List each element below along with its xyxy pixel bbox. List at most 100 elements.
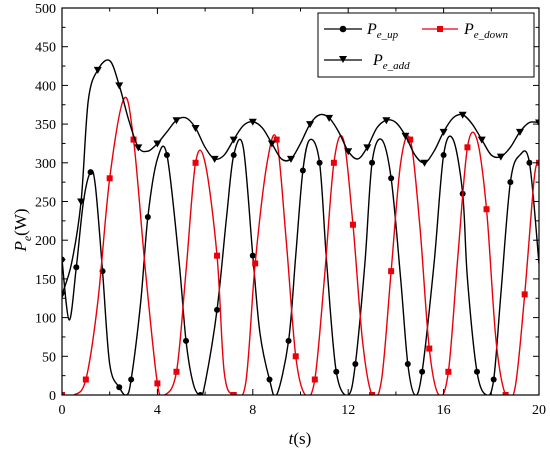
legend-marker-up	[339, 25, 347, 33]
data-point-P_e_down-4	[106, 175, 113, 182]
x-tick-label-12: 12	[341, 403, 355, 418]
data-point-P_e_down-32	[388, 268, 395, 275]
data-point-P_e_add-0	[62, 291, 66, 299]
y-axis-title-unit: (W)	[11, 208, 30, 235]
x-axis-title-var: t	[289, 429, 295, 448]
legend-entry-up: Pe_up	[324, 21, 399, 41]
data-point-P_e_down-8	[154, 380, 161, 387]
data-point-P_e_down-38	[445, 368, 452, 375]
legend: Pe_up Pe_down Pe_add	[317, 12, 535, 78]
data-point-P_e_up-28	[285, 337, 292, 344]
y-tick-label-150: 150	[35, 273, 56, 288]
y-axis-title-sub: e	[20, 235, 34, 241]
data-point-P_e_add-4	[93, 66, 102, 74]
data-point-P_e_down-40	[464, 144, 471, 151]
data-point-P_e_add-30	[344, 148, 353, 156]
data-point-P_e_down-12	[192, 159, 199, 166]
legend-entry-add: Pe_add	[324, 52, 410, 72]
data-point-P_e_up-36	[352, 361, 359, 368]
data-point-P_e_up-14	[163, 152, 170, 159]
legend-marker-add	[339, 56, 347, 63]
data-point-P_e_up-34	[333, 368, 340, 375]
data-point-P_e_up-18	[197, 392, 204, 395]
legend-marker-down	[437, 26, 443, 32]
y-axis-title-var: P	[11, 241, 30, 252]
data-point-P_e_up-16	[183, 337, 190, 344]
data-point-P_e_up-56	[526, 159, 533, 166]
data-point-P_e_add-46	[496, 153, 505, 161]
x-axis-title: t(s)	[289, 429, 312, 448]
data-point-P_e_down-34	[407, 136, 414, 143]
data-point-P_e_down-2	[82, 376, 89, 383]
data-point-P_e_down-18	[252, 260, 259, 267]
data-point-P_e_add-50	[535, 119, 539, 127]
data-point-P_e_up-26	[266, 376, 273, 383]
y-tick-label-50: 50	[42, 350, 56, 365]
data-point-P_e_up-30	[299, 167, 306, 174]
data-point-P_e_up-8	[116, 384, 123, 391]
data-point-P_e_up-44	[419, 368, 426, 375]
legend-label-down-sub: e_down	[474, 29, 509, 41]
data-point-P_e_add-42	[458, 111, 467, 119]
data-point-P_e_add-32	[363, 144, 372, 152]
data-point-P_e_down-46	[521, 291, 528, 298]
data-point-P_e_add-36	[401, 132, 410, 140]
legend-label-add-sub: e_add	[383, 60, 410, 72]
data-point-P_e_down-42	[483, 206, 490, 213]
x-tick-label-16: 16	[437, 403, 451, 418]
data-point-P_e_down-22	[292, 353, 299, 360]
data-point-P_e_up-52	[490, 376, 497, 383]
legend-box	[317, 12, 535, 78]
data-point-P_e_up-20	[214, 306, 221, 313]
y-tick-label-0: 0	[49, 389, 56, 404]
data-point-P_e_add-44	[477, 136, 486, 144]
data-point-P_e_down-10	[173, 368, 180, 375]
data-point-P_e_add-20	[248, 118, 257, 126]
legend-label-add-main: P	[372, 52, 383, 69]
y-axis-title: Pe(W)	[11, 208, 34, 252]
data-point-P_e_up-24	[249, 252, 256, 259]
data-point-P_e_add-24	[286, 155, 295, 163]
y-tick-label-200: 200	[35, 234, 56, 249]
series-P_e_add	[62, 59, 539, 299]
y-tick-label-250: 250	[35, 196, 56, 211]
data-point-P_e_up-46	[440, 152, 447, 159]
x-tick-label-20: 20	[532, 403, 546, 418]
data-point-P_e_up-32	[316, 159, 323, 166]
legend-label-add: Pe_add	[372, 52, 410, 72]
data-point-P_e_up-10	[128, 376, 135, 383]
y-tick-label-350: 350	[35, 118, 56, 133]
data-point-P_e_add-14	[191, 124, 200, 132]
data-point-P_e_down-30	[369, 392, 376, 395]
data-point-P_e_down-24	[311, 376, 318, 383]
data-point-P_e_add-34	[382, 117, 391, 125]
data-point-P_e_down-36	[426, 345, 433, 352]
data-point-P_e_add-22	[267, 140, 276, 148]
data-point-P_e_up-54	[507, 179, 514, 186]
y-tick-label-500: 500	[35, 2, 56, 17]
x-tick-label-4: 4	[154, 403, 161, 418]
data-point-P_e_add-2	[77, 198, 86, 206]
x-axis-title-unit: (s)	[293, 429, 311, 448]
data-point-P_e_up-22	[230, 152, 237, 159]
legend-label-down-main: P	[463, 21, 474, 38]
data-point-P_e_down-0	[62, 392, 65, 395]
series-P_e_up	[62, 135, 539, 395]
data-point-P_e_add-26	[306, 121, 315, 129]
series-group	[62, 59, 539, 395]
data-point-P_e_up-2	[73, 264, 80, 271]
data-point-P_e_down-44	[502, 392, 509, 395]
y-tick-label-400: 400	[35, 79, 56, 94]
legend-label-up: Pe_up	[366, 21, 399, 41]
x-tick-label-8: 8	[249, 403, 256, 418]
data-point-P_e_down-16	[230, 392, 237, 395]
data-point-P_e_add-18	[229, 136, 238, 144]
data-point-P_e_up-50	[473, 368, 480, 375]
data-point-P_e_add-12	[172, 117, 181, 125]
data-point-P_e_add-10	[153, 140, 162, 148]
y-tick-label-100: 100	[35, 312, 56, 327]
data-point-P_e_up-4	[87, 169, 94, 176]
data-point-P_e_up-12	[144, 213, 151, 220]
